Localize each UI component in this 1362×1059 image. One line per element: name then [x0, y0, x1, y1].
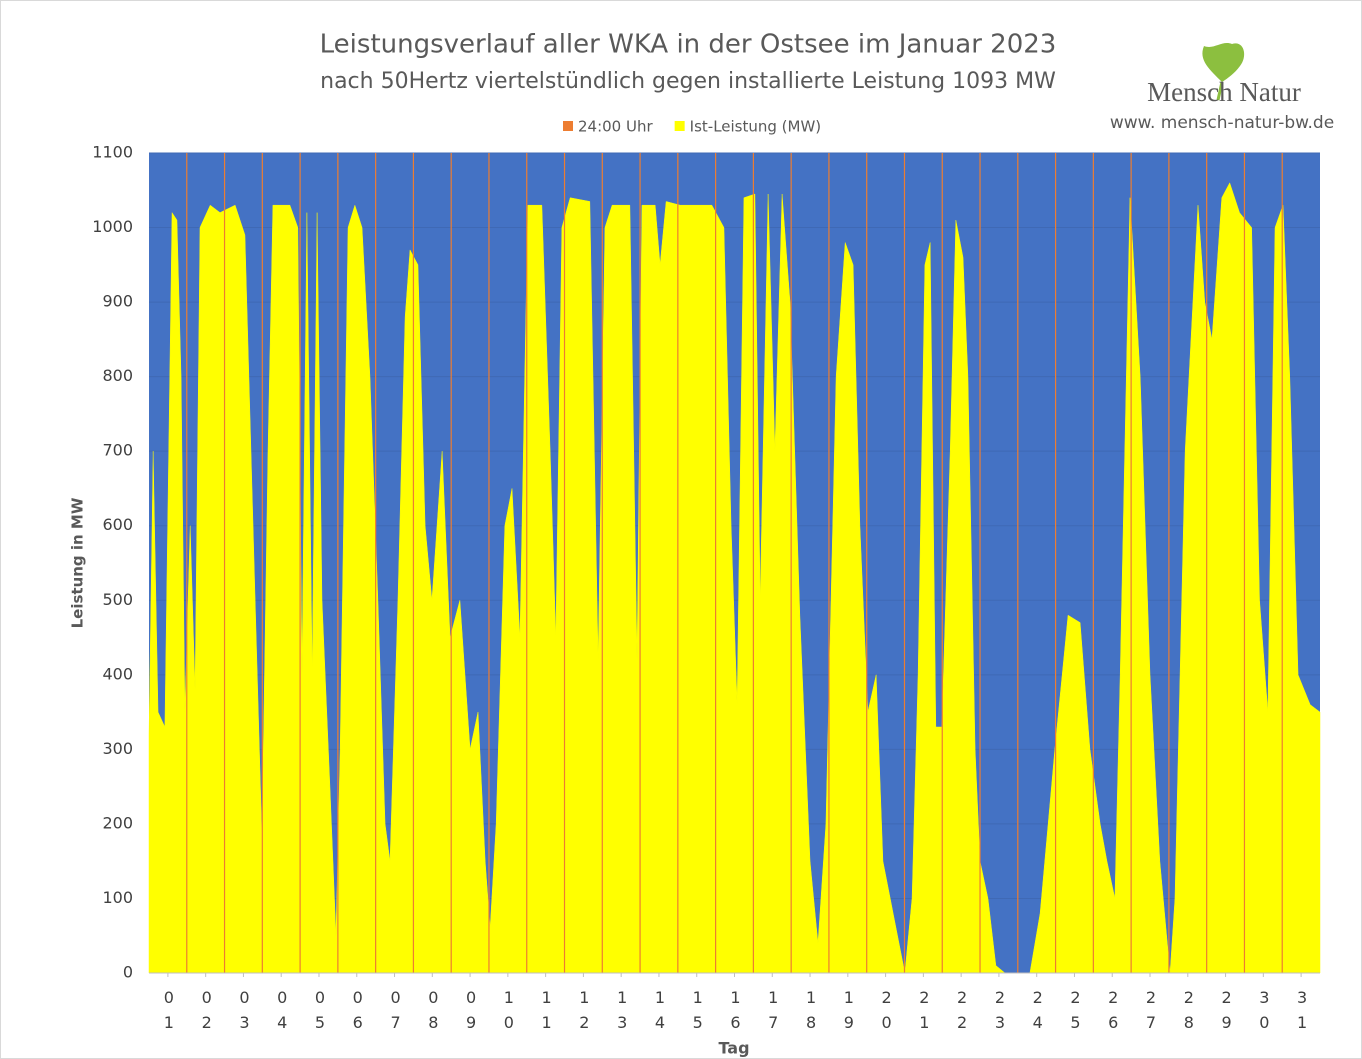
- area: [148, 182, 1321, 974]
- x-tick-label: 30: [1255, 988, 1274, 1038]
- x-tick-label: 15: [688, 988, 707, 1038]
- y-tick-label: 700: [102, 441, 133, 460]
- x-tick-label: 19: [839, 988, 858, 1038]
- x-tick-label: 13: [613, 988, 632, 1038]
- x-tick-label: 05: [310, 988, 329, 1038]
- x-tick-label: 18: [802, 988, 821, 1038]
- y-tick-label: 900: [102, 292, 133, 311]
- x-tick-label: 08: [424, 988, 443, 1038]
- y-tick-label: 100: [102, 888, 133, 907]
- x-tick-label: 02: [197, 988, 216, 1038]
- x-tick-label: 07: [386, 988, 405, 1038]
- x-tick-label: 06: [348, 988, 367, 1038]
- x-tick-label: 11: [537, 988, 556, 1038]
- x-tick-label: 21: [915, 988, 934, 1038]
- chart-title: Leistungsverlauf aller WKA in der Ostsee…: [320, 30, 1057, 60]
- x-axis-label: Tag: [718, 1039, 749, 1058]
- y-tick-label: 800: [102, 366, 133, 385]
- logo-leaf: [1202, 43, 1245, 82]
- x-tick-label: 27: [1142, 988, 1161, 1038]
- x-tick-label: 20: [877, 988, 896, 1038]
- y-tick-label: 1000: [92, 217, 133, 236]
- x-tick-label: 14: [650, 988, 669, 1038]
- y-tick-label: 300: [102, 739, 133, 758]
- legend-label: 24:00 Uhr: [578, 118, 653, 136]
- legend: 24:00 Uhr Ist-Leistung (MW): [563, 118, 821, 136]
- x-tick-label: 22: [953, 988, 972, 1038]
- x-tick-label: 23: [990, 988, 1009, 1038]
- y-tick-label: 1100: [92, 143, 133, 162]
- x-tick-label: 29: [1217, 988, 1236, 1038]
- legend-label: Ist-Leistung (MW): [690, 118, 822, 136]
- x-tick-label: 12: [575, 988, 594, 1038]
- x-tick-label: 10: [499, 988, 518, 1038]
- x-tick-label: 09: [462, 988, 481, 1038]
- y-tick-label: 0: [123, 963, 133, 982]
- y-tick-label: 500: [102, 590, 133, 609]
- x-tick-label: 16: [726, 988, 745, 1038]
- legend-swatch: [674, 121, 685, 131]
- x-tick-label: 01: [159, 988, 178, 1038]
- legend-swatch: [563, 121, 573, 131]
- x-tick-label: 25: [1066, 988, 1085, 1038]
- x-tick-label: 17: [764, 988, 783, 1038]
- x-tick-label: 24: [1028, 988, 1047, 1038]
- x-tick-label: 28: [1179, 988, 1198, 1038]
- y-tick-label: 400: [102, 664, 133, 683]
- logo-url: www. mensch-natur-bw.de: [1110, 113, 1334, 133]
- y-axis-label: Leistung in MW: [69, 497, 87, 628]
- y-tick-label: 600: [102, 515, 133, 534]
- x-tick-label: 03: [235, 988, 254, 1038]
- x-tick-label: 31: [1293, 988, 1312, 1038]
- x-tick-label: 26: [1104, 988, 1123, 1038]
- x-tick-label: 04: [273, 988, 292, 1038]
- chart-subtitle: nach 50Hertz viertelstündlich gegen inst…: [320, 69, 1056, 94]
- y-tick-label: 200: [102, 813, 133, 832]
- logo-stem: [1216, 81, 1224, 101]
- logo-text: Mensch Natur: [1147, 77, 1301, 107]
- logo: Mensch Natur www. mensch-natur-bw.de: [1110, 43, 1334, 133]
